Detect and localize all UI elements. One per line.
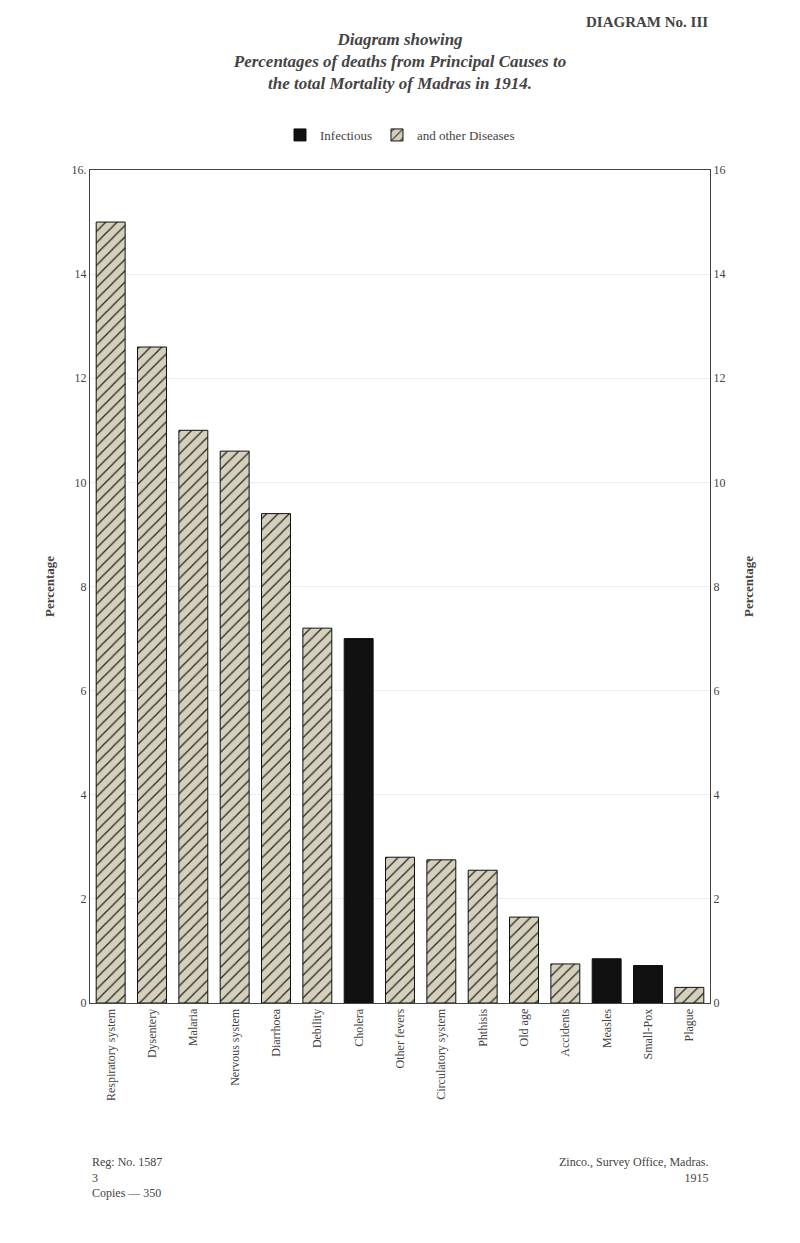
svg-text:Plague: Plague: [682, 1009, 696, 1042]
svg-text:4: 4: [713, 788, 719, 802]
svg-text:2: 2: [713, 892, 719, 906]
svg-text:DIAGRAM No. III: DIAGRAM No. III: [586, 14, 708, 30]
svg-text:16: 16: [713, 163, 725, 177]
svg-text:Malaria: Malaria: [186, 1008, 200, 1046]
svg-text:Respiratory system: Respiratory system: [104, 1008, 118, 1101]
svg-text:Infectious: Infectious: [320, 128, 372, 143]
svg-text:10: 10: [713, 476, 725, 490]
svg-text:Percentage: Percentage: [42, 556, 57, 617]
svg-text:Dysentery: Dysentery: [145, 1009, 159, 1058]
svg-text:12: 12: [75, 371, 87, 385]
svg-text:Percentage: Percentage: [741, 556, 756, 617]
svg-text:Diagram showingPercentages of: Diagram showingPercentages of deaths fro…: [233, 30, 566, 93]
svg-text:Nervous system: Nervous system: [228, 1008, 242, 1086]
svg-text:10: 10: [75, 476, 87, 490]
svg-text:Diarrhoea: Diarrhoea: [269, 1008, 283, 1057]
svg-text:Zinco., Survey Office, Madras.: Zinco., Survey Office, Madras.1915: [559, 1155, 708, 1185]
svg-text:Debility: Debility: [310, 1009, 324, 1048]
svg-text:14: 14: [713, 267, 725, 281]
svg-text:12: 12: [713, 371, 725, 385]
svg-text:Reg: No. 15873Copies — 350: Reg: No. 15873Copies — 350: [92, 1155, 162, 1200]
svg-text:4: 4: [81, 788, 87, 802]
svg-text:0: 0: [81, 996, 87, 1010]
svg-text:8: 8: [713, 580, 719, 594]
svg-text:Other fevers: Other fevers: [393, 1008, 407, 1068]
svg-text:Cholera: Cholera: [352, 1008, 366, 1047]
svg-text:Accidents: Accidents: [558, 1008, 572, 1056]
svg-text:Phthisis: Phthisis: [476, 1008, 490, 1046]
svg-text:14: 14: [75, 267, 87, 281]
svg-text:16.: 16.: [72, 163, 87, 177]
svg-text:0: 0: [713, 996, 719, 1010]
svg-text:Circulatory system: Circulatory system: [434, 1008, 448, 1100]
svg-text:Small-Pox: Small-Pox: [641, 1009, 655, 1060]
svg-text:2: 2: [81, 892, 87, 906]
svg-text:6: 6: [713, 684, 719, 698]
svg-text:6: 6: [81, 684, 87, 698]
svg-text:8: 8: [81, 580, 87, 594]
svg-text:and other Diseases: and other Diseases: [417, 128, 514, 143]
svg-text:Measles: Measles: [600, 1008, 614, 1048]
svg-text:Old age: Old age: [517, 1009, 531, 1047]
